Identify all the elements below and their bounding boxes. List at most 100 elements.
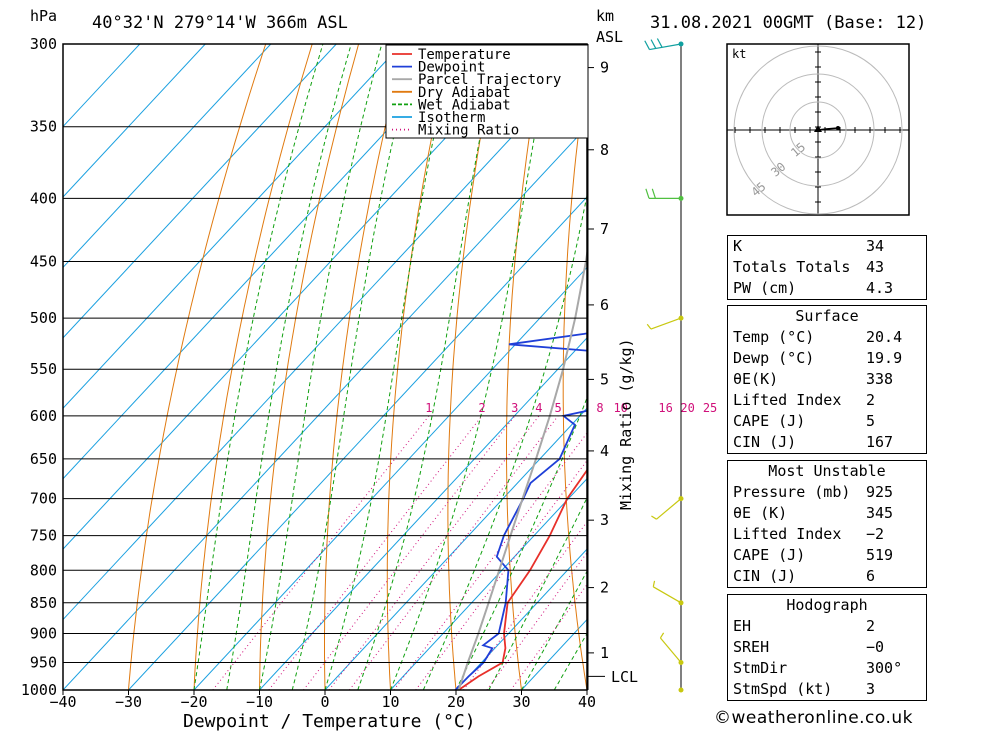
hodograph-ring: [733, 45, 903, 215]
pressure-tick-label: 900: [30, 624, 57, 642]
dry-adiabat-line: [386, 44, 452, 690]
storm-motion-marker: [814, 125, 822, 132]
mixing-ratio-label: 2: [478, 401, 485, 415]
mixing-ratio-line: [303, 415, 516, 690]
mixing-ratio-label: 16: [658, 401, 672, 415]
pressure-tick-label: 700: [30, 490, 57, 508]
hodograph-ring: [761, 73, 875, 187]
km-tick-label: 2: [600, 579, 609, 597]
temperature-profile: [458, 468, 587, 690]
legend-label: Dewpoint: [418, 60, 485, 76]
km-tick-label: 4: [600, 442, 609, 460]
mixing-ratio-label: 4: [535, 401, 542, 415]
pressure-tick-label: 350: [30, 118, 57, 136]
mixing-ratio-label: 1: [425, 401, 432, 415]
dry-adiabat-line: [506, 44, 545, 690]
location-title: 40°32'N 279°14'W 366m ASL: [92, 13, 348, 33]
wet-adiabat-line: [390, 44, 552, 690]
isotherm-line: [63, 44, 206, 198]
km-tick-label: 1: [600, 644, 609, 662]
wet-adiabat-line: [226, 44, 352, 690]
hodograph-unit: kt: [732, 47, 746, 61]
isotherm-line: [455, 548, 587, 690]
km-tick-label: 6: [600, 296, 609, 314]
isotherm-line: [63, 44, 403, 410]
pressure-tick-label: 950: [30, 653, 57, 671]
legend-label: Mixing Ratio: [418, 123, 519, 139]
wind-barb-flag: [656, 38, 663, 48]
most-unstable-table: Most Unstable Pressure (mb) 925 θE (K) 345…: [727, 460, 927, 588]
km-tick-label: 9: [600, 59, 609, 77]
x-tick-label: −30: [115, 693, 142, 711]
wind-barb-flag: [659, 632, 665, 639]
dry-adiabat-line: [128, 44, 267, 690]
profile-lines: [454, 57, 587, 690]
km-label: km: [596, 7, 614, 25]
km-tick-label: 5: [600, 370, 609, 388]
x-tick-label: 30: [512, 693, 530, 711]
pressure-tick-label: 800: [30, 561, 57, 579]
legend-label: Isotherm: [418, 110, 485, 126]
wind-barb-flag: [651, 515, 657, 520]
wind-barb-flag: [651, 188, 656, 199]
isotherm-line: [63, 55, 587, 621]
dry-adiabat-line: [447, 44, 499, 690]
mixing-ratio-label: 25: [703, 401, 717, 415]
isotherm-line: [63, 125, 587, 690]
mixing-ratio-label: 20: [680, 401, 694, 415]
legend-label: Parcel Trajectory: [418, 72, 561, 88]
wind-barb-flag: [645, 188, 650, 199]
isotherm-line: [324, 407, 587, 690]
lcl-label: LCL: [611, 668, 638, 686]
wind-barb-flag: [650, 39, 657, 49]
mixing-ratio-label: 10: [613, 401, 627, 415]
wind-barb: [659, 637, 682, 663]
asl-label: ASL: [596, 28, 623, 46]
isotherm-line: [63, 44, 141, 128]
x-tick-label: −40: [49, 693, 76, 711]
wet-adiabat-line: [324, 44, 455, 690]
isotherm-line: [193, 266, 587, 690]
pressure-tick-label: 750: [30, 527, 57, 545]
dry-adiabat-line: [962, 44, 1000, 690]
legend-label: Temperature: [418, 47, 511, 63]
wet-adiabat-line: [193, 44, 324, 690]
isotherm-line: [63, 44, 337, 339]
hodograph-ring: [789, 101, 847, 159]
x-tick-label: 40: [578, 693, 596, 711]
mixing-ratio-label: 5: [554, 401, 561, 415]
dry-adiabat-line: [193, 44, 313, 690]
pressure-tick-label: 850: [30, 594, 57, 612]
wind-barb-flag: [646, 323, 652, 330]
hodograph-table: Hodograph EH 2 SREH −0 StmDir 300° StmSpd (…: [727, 594, 927, 701]
wind-level-dot: [678, 687, 684, 693]
km-tick-label: 3: [600, 511, 609, 529]
wet-adiabat-line: [422, 192, 587, 690]
copyright-footer[interactable]: ©weatheronline.co.uk: [714, 708, 914, 728]
wind-profile: [644, 38, 684, 693]
hodograph-end-dot: [836, 126, 840, 130]
x-axis-title: Dewpoint / Temperature (°C): [183, 711, 476, 732]
wind-barb: [649, 43, 682, 51]
wind-barb: [652, 586, 682, 604]
x-tick-label: −20: [180, 693, 207, 711]
legend-label: Dry Adiabat: [418, 85, 511, 101]
pressure-tick-label: 600: [30, 407, 57, 425]
x-tick-label: 20: [447, 693, 465, 711]
hodograph-trace: [817, 127, 839, 131]
km-tick-label: 8: [600, 141, 609, 159]
pressure-tick-label: 500: [30, 309, 57, 327]
dry-adiabat-line: [671, 44, 718, 690]
isotherm-line: [63, 44, 468, 480]
wind-barb: [650, 317, 682, 330]
dry-adiabat-line: [259, 44, 360, 690]
mixing-ratio-label: 8: [596, 401, 603, 415]
pressure-tick-label: 450: [30, 253, 57, 271]
legend-label: Wet Adiabat: [418, 97, 511, 113]
wet-adiabat-line: [357, 44, 499, 690]
axes: 3003504004505005506006507007508008509009…: [21, 35, 609, 711]
pressure-tick-label: 300: [30, 35, 57, 53]
datetime-title: 31.08.2021 00GMT (Base: 12): [650, 13, 926, 33]
